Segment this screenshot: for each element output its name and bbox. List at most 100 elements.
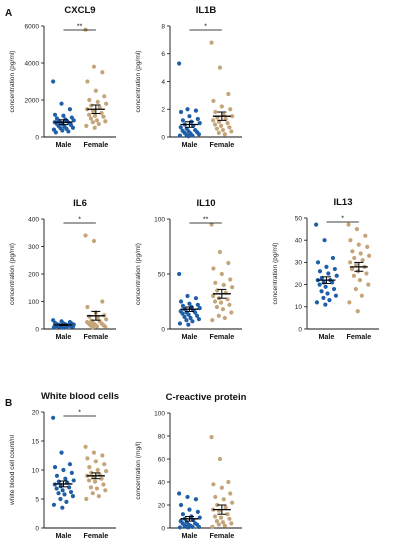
data-point [102,462,107,467]
y-axis-label: concentration (pg/ml) [135,243,142,305]
x-category-label: Female [346,332,371,341]
data-point [333,293,339,298]
chart-panel: IL10 0 50 100 concentration (pg/ml) Male Femal… [135,198,242,341]
data-point [225,512,230,517]
chart-panel: C-reactive protein 0 20 40 60 80 100 concentrat… [135,392,247,540]
y-tick-label: 400 [28,216,39,223]
data-point [91,109,96,114]
data-point [177,271,182,277]
data-point [332,266,337,272]
data-point [58,496,63,502]
data-point [61,467,66,473]
y-tick-label: 2 [161,107,165,114]
data-point [213,280,218,285]
data-point [86,112,92,117]
data-point [184,318,189,323]
x-category-label: Female [83,531,108,540]
data-point [218,300,224,305]
x-category-label: Male [55,531,71,540]
data-point [182,314,187,319]
y-tick-label: 20 [295,282,303,289]
data-point [96,121,101,127]
data-point [95,315,100,321]
data-point [59,450,64,455]
data-point [194,313,200,318]
data-point [358,251,363,256]
x-category-label: Male [55,332,71,341]
data-point [226,479,231,485]
data-point [70,324,76,329]
data-point [190,319,195,324]
data-point [67,485,72,490]
data-point [219,485,224,490]
data-point [180,303,186,308]
data-point [178,125,183,130]
data-point [100,70,105,75]
y-tick-label: 0 [161,134,165,141]
data-point [187,114,192,119]
chart-panel: IL13 0 10 20 30 40 50 concentration (pg/ml) Male… [272,197,379,341]
data-point [196,132,202,137]
y-tick-label: 200 [28,271,39,278]
y-tick-label: 80 [158,433,166,440]
data-point [215,502,220,508]
data-point [197,121,202,126]
data-point [216,130,221,135]
data-point [178,299,184,304]
data-point [365,244,370,249]
data-point [195,302,200,307]
data-point [360,258,365,263]
data-point [187,301,192,306]
chart-panel: IL1B 0 2 4 6 8 concentration (pg/ml) Male Female… [135,5,242,149]
data-point [95,99,100,104]
data-point [71,478,76,483]
y-axis-label: concentration (mg/l) [135,441,142,499]
y-tick-label: 40 [295,238,303,245]
chart-title: IL1B [196,5,217,16]
data-point [92,113,98,118]
data-point [354,262,359,267]
data-point [221,497,226,502]
data-point [85,456,90,461]
data-point [222,523,227,528]
data-point [322,238,327,243]
data-point [93,459,98,464]
data-point [323,302,328,307]
data-point [91,238,97,244]
y-tick-label: 0 [35,525,39,532]
data-point [86,478,92,483]
data-point [60,325,65,330]
data-point [228,107,233,112]
data-point [219,104,224,109]
data-point [177,61,182,66]
data-point [217,249,223,255]
data-point [193,296,199,301]
data-point [217,456,223,462]
data-point [100,299,105,304]
data-point [212,299,218,304]
data-point [353,286,358,292]
data-point [177,525,183,530]
y-tick-label: 6000 [25,23,40,30]
data-point [226,260,231,266]
y-tick-label: 20 [158,502,166,509]
data-point [196,524,202,529]
data-point [101,482,106,487]
data-point [190,524,195,529]
data-point [220,307,226,312]
data-point [104,317,109,322]
data-point [209,40,214,45]
data-point [97,105,102,110]
data-point [67,462,73,467]
data-point [357,278,363,283]
data-point [209,222,214,227]
data-point [226,91,231,97]
data-point [218,123,224,128]
data-point [324,264,329,269]
data-point [348,238,353,243]
data-point [220,127,226,133]
data-point [228,491,233,496]
y-tick-label: 20 [32,409,40,416]
data-point [67,107,73,112]
